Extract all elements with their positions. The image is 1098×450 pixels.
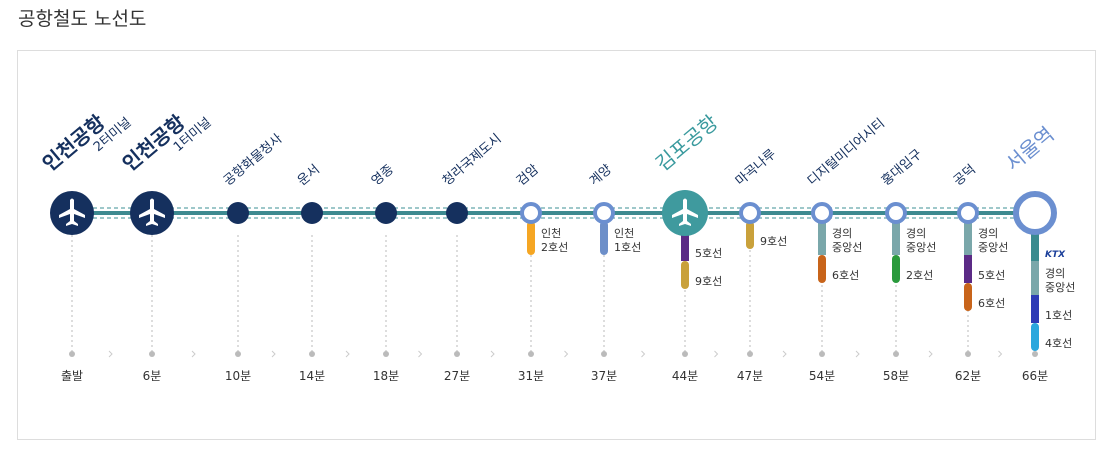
- transfer-label: 1호선: [1045, 309, 1072, 322]
- travel-time: 62분: [955, 369, 981, 383]
- travel-time: 18분: [373, 369, 399, 383]
- travel-time: 47분: [737, 369, 763, 383]
- station: [446, 202, 468, 224]
- transfer-label: 2호선: [541, 241, 568, 254]
- transfer-label: 4호선: [1045, 337, 1072, 350]
- transfer-label: 인천: [614, 226, 634, 240]
- travel-time: 6분: [143, 369, 162, 383]
- transfer-bar: [1031, 323, 1039, 351]
- transfer-station: [520, 202, 542, 224]
- transfer-label: 1호선: [614, 241, 641, 254]
- transfer-label: 중앙선: [978, 241, 1008, 254]
- transfer-label: 9호선: [695, 275, 722, 288]
- transfer-bar: [818, 221, 826, 255]
- transfer-bar: [600, 221, 608, 255]
- guide-dot: [383, 351, 389, 357]
- station: [375, 202, 397, 224]
- travel-time: 37분: [591, 369, 617, 383]
- station: [301, 202, 323, 224]
- travel-time: 44분: [672, 369, 698, 383]
- travel-time: 31분: [518, 369, 544, 383]
- transfer-label: 6호선: [832, 269, 859, 282]
- transfer-station: [885, 202, 907, 224]
- arrow: [928, 350, 933, 358]
- plane-icon: [59, 198, 85, 226]
- transfer-label: 중앙선: [906, 241, 936, 254]
- arrow: [490, 350, 495, 358]
- arrow: [714, 350, 719, 358]
- guide-dot: [682, 351, 688, 357]
- ktx-logo: KTX: [1045, 250, 1066, 260]
- guide-dot: [69, 351, 75, 357]
- guide-dot: [893, 351, 899, 357]
- travel-time: 58분: [883, 369, 909, 383]
- arrow: [782, 350, 787, 358]
- arrow: [271, 350, 276, 358]
- arrow: [998, 350, 1003, 358]
- page-title: 공항철도 노선도: [18, 8, 146, 30]
- guide-dot: [528, 351, 534, 357]
- transfer-label: 9호선: [760, 235, 787, 248]
- travel-time: 14분: [299, 369, 325, 383]
- transfer-label: 경의: [906, 227, 926, 240]
- transfer-bar: [681, 233, 689, 261]
- arrow: [191, 350, 196, 358]
- transfer-bar: [1031, 233, 1039, 261]
- transfer-bar: [1031, 295, 1039, 323]
- transfer-label: 인천: [541, 226, 561, 240]
- travel-time: 66분: [1022, 369, 1048, 383]
- guide-dot: [235, 351, 241, 357]
- transfer-bar: [892, 221, 900, 255]
- transfer-label: 중앙선: [832, 241, 862, 254]
- station: [227, 202, 249, 224]
- map-frame: [17, 50, 1096, 440]
- transfer-bar: [964, 283, 972, 311]
- arrow: [108, 350, 113, 358]
- guide-dot: [309, 351, 315, 357]
- travel-time: 10분: [225, 369, 251, 383]
- travel-time: 27분: [444, 369, 470, 383]
- transfer-label: 경의: [1045, 267, 1065, 280]
- terminal-station: [1013, 191, 1057, 235]
- transfer-bar: [892, 255, 900, 283]
- transfer-label: 6호선: [978, 297, 1005, 310]
- transfer-label: 5호선: [978, 269, 1005, 282]
- transfer-station: [957, 202, 979, 224]
- transfer-label: 5호선: [695, 247, 722, 260]
- transfer-label: 중앙선: [1045, 281, 1075, 294]
- transfer-bar: [818, 255, 826, 283]
- transfer-bar: [1031, 261, 1039, 295]
- guide-dot: [747, 351, 753, 357]
- travel-time: 54분: [809, 369, 835, 383]
- arrow: [564, 350, 569, 358]
- travel-time: 출발: [61, 369, 83, 383]
- guide-dot: [149, 351, 155, 357]
- transfer-label: 경의: [832, 227, 852, 240]
- guide-dot: [454, 351, 460, 357]
- arrow: [855, 350, 860, 358]
- arrow: [641, 350, 646, 358]
- transfer-station: [593, 202, 615, 224]
- plane-icon: [139, 198, 165, 226]
- guide-dot: [819, 351, 825, 357]
- transfer-station: [811, 202, 833, 224]
- transfer-station: [739, 202, 761, 224]
- transfer-label: 경의: [978, 227, 998, 240]
- transfer-bar: [746, 221, 754, 249]
- transfer-bar: [527, 221, 535, 255]
- arrow: [418, 350, 423, 358]
- guide-dot: [1032, 351, 1038, 357]
- guide-dot: [601, 351, 607, 357]
- transfer-bar: [964, 221, 972, 255]
- plane-icon: [672, 198, 698, 226]
- transfer-bar: [964, 255, 972, 283]
- transfer-bar: [681, 261, 689, 289]
- arrow: [345, 350, 350, 358]
- transfer-label: 2호선: [906, 269, 933, 282]
- guide-dot: [965, 351, 971, 357]
